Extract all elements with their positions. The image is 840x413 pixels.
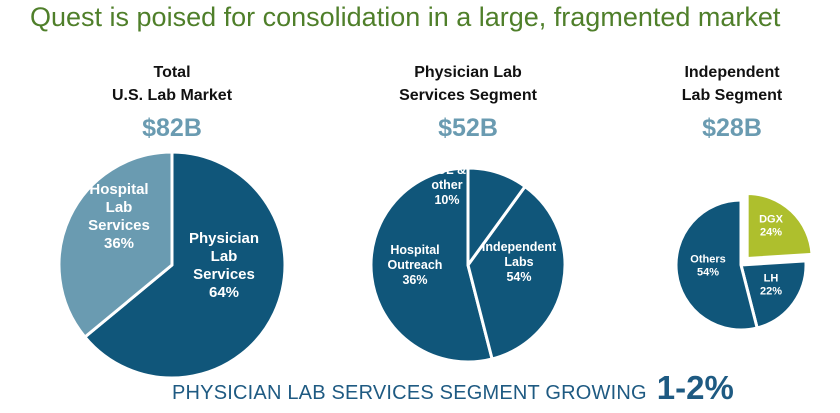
chart-title-total-market: Total [153, 64, 190, 81]
footer-caption: PHYSICIAN LAB SERVICES SEGMENT GROWING 1-… [172, 369, 734, 407]
footer-growth-rate: 1-2% [656, 369, 734, 406]
slice-label-physician-segment-0: Independent Labs 54% [482, 240, 557, 284]
chart-total-total-market: $82B [142, 114, 202, 142]
slice-label-independent-segment-0: DGX 24% [759, 213, 784, 238]
slice-label-physician-segment-2: POL & other 10% [428, 163, 466, 207]
pie-slice-physician-segment-1 [466, 185, 567, 361]
slice-label-physician-segment-1: Hospital Outreach 36% [388, 243, 443, 287]
footer-text: PHYSICIAN LAB SERVICES SEGMENT GROWING [172, 382, 647, 404]
chart-title-total-market: U.S. Lab Market [112, 87, 233, 104]
chart-title-physician-segment: Services Segment [399, 87, 538, 104]
slide-title: Quest is poised for consolidation in a l… [30, 2, 781, 32]
slice-label-total-market-0: Physician Lab Services 64% [189, 230, 259, 301]
slice-label-total-market-1: Hospital Lab Services 36% [88, 181, 150, 252]
pie-slice-independent-segment-1 [739, 259, 808, 330]
pie-slice-physician-segment-0 [369, 166, 494, 364]
pie-slice-total-market-0 [83, 150, 287, 380]
pie-slice-independent-segment-0 [745, 191, 814, 260]
chart-title-independent-segment: Independent [684, 64, 780, 81]
chart-total-physician-segment: $52B [438, 114, 498, 142]
pie-slice-independent-segment-2 [674, 198, 759, 332]
chart-title-independent-segment: Lab Segment [682, 87, 783, 104]
chart-title-physician-segment: Physician Lab [414, 64, 522, 81]
pie-slice-physician-segment-2 [466, 166, 527, 267]
pie-slice-total-market-1 [57, 150, 174, 339]
slice-label-independent-segment-1: LH 22% [760, 272, 782, 297]
chart-total-independent-segment: $28B [702, 114, 762, 142]
slice-label-independent-segment-2: Others 54% [690, 253, 725, 278]
